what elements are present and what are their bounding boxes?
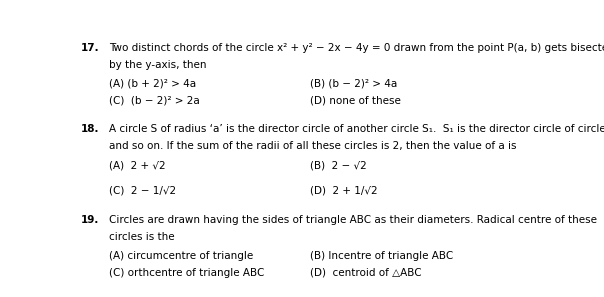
Text: circles is the: circles is the [109,232,175,242]
Text: (C)  (b − 2)² > 2a: (C) (b − 2)² > 2a [109,95,200,105]
Text: (D) none of these: (D) none of these [310,95,400,105]
Text: (B) Incentre of triangle ABC: (B) Incentre of triangle ABC [310,251,453,261]
Text: Two distinct chords of the circle x² + y² − 2x − 4y = 0 drawn from the point P(a: Two distinct chords of the circle x² + y… [109,42,604,53]
Text: (D)  2 + 1/√2: (D) 2 + 1/√2 [310,186,377,196]
Text: (B) (b − 2)² > 4a: (B) (b − 2)² > 4a [310,79,397,89]
Text: and so on. If the sum of the radii of all these circles is 2, then the value of : and so on. If the sum of the radii of al… [109,141,516,151]
Text: (A) (b + 2)² > 4a: (A) (b + 2)² > 4a [109,79,196,89]
Text: Circles are drawn having the sides of triangle ABC as their diameters. Radical c: Circles are drawn having the sides of tr… [109,215,597,225]
Text: (A) circumcentre of triangle: (A) circumcentre of triangle [109,251,254,261]
Text: 19.: 19. [81,215,100,225]
Text: (D)  centroid of △ABC: (D) centroid of △ABC [310,268,421,277]
Text: 17.: 17. [81,42,100,53]
Text: by the y-axis, then: by the y-axis, then [109,60,207,70]
Text: (B)  2 − √2: (B) 2 − √2 [310,160,366,170]
Text: (C)  2 − 1/√2: (C) 2 − 1/√2 [109,186,176,196]
Text: (A)  2 + √2: (A) 2 + √2 [109,160,166,170]
Text: A circle S of radius ‘a’ is the director circle of another circle S₁.  S₁ is the: A circle S of radius ‘a’ is the director… [109,124,604,134]
Text: 18.: 18. [81,124,100,134]
Text: (C) orthcentre of triangle ABC: (C) orthcentre of triangle ABC [109,268,265,277]
